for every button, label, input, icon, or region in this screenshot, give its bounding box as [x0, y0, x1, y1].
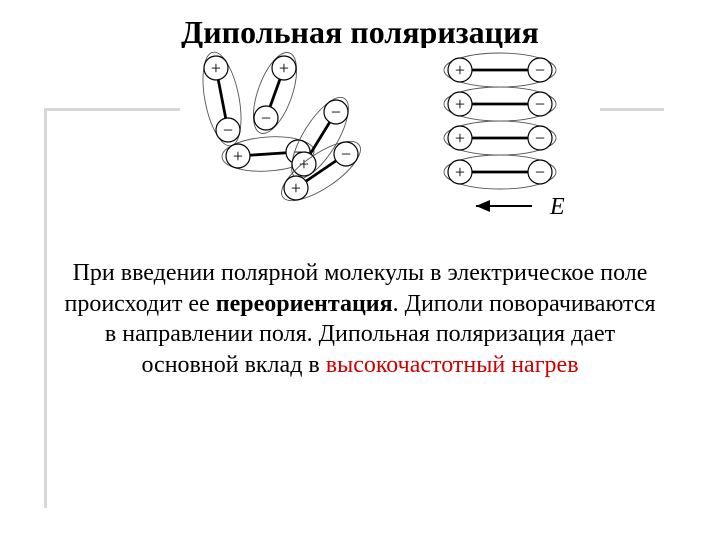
svg-text:+: + [279, 58, 289, 78]
svg-text:+: + [455, 128, 465, 148]
svg-text:−: − [331, 102, 341, 122]
svg-text:+: + [291, 178, 301, 198]
svg-text:−: − [261, 108, 271, 128]
svg-text:+: + [455, 162, 465, 182]
svg-text:−: − [535, 94, 545, 114]
svg-text:+: + [211, 58, 221, 78]
body-bold: переориентация [216, 291, 393, 317]
svg-text:−: − [341, 144, 351, 164]
body-text: При введении полярной молекулы в электри… [60, 258, 660, 381]
page-title: Дипольная поляризация [0, 14, 720, 51]
svg-text:+: + [299, 154, 309, 174]
svg-text:+: + [233, 146, 243, 166]
body-red: высокочастотный нагрев [326, 352, 579, 378]
svg-text:−: − [535, 128, 545, 148]
svg-text:+: + [455, 94, 465, 114]
dipole-diagram: +−+−+−−++−+−+−+−+−E [180, 48, 600, 228]
svg-text:E: E [549, 194, 565, 220]
svg-text:−: − [223, 120, 233, 140]
svg-text:+: + [455, 60, 465, 80]
svg-text:−: − [535, 60, 545, 80]
svg-text:−: − [535, 162, 545, 182]
